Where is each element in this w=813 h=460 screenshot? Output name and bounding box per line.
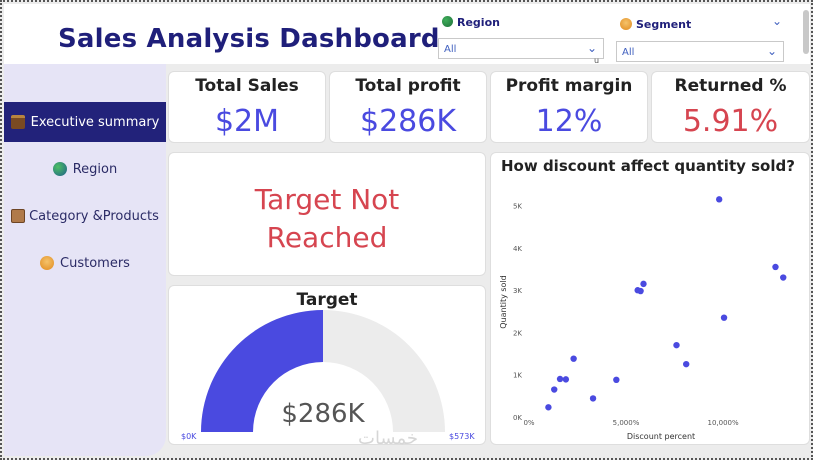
sidebar-item-region[interactable]: Region <box>4 149 166 189</box>
y-axis-label: Quantity sold <box>499 275 508 328</box>
scatter-chart-card: How discount affect quantity sold? 0K 1K 2… <box>490 152 810 445</box>
scatter-point[interactable] <box>562 376 570 383</box>
sidebar-item-category-products[interactable]: Category &Products <box>4 196 166 236</box>
target-status-card: Target Not Reached <box>168 152 486 276</box>
scatter-point[interactable] <box>556 375 564 383</box>
y-tick-label: 0K <box>513 414 522 422</box>
target-gauge: $286K $0K $573K <box>181 310 475 441</box>
x-tick-label: 10,000% <box>707 419 738 427</box>
sidebar-nav: Executive summary Region Category &Produ… <box>4 64 166 456</box>
segment-dropdown[interactable]: All ⌄ <box>616 41 784 62</box>
kpi-value: 5.91% <box>682 104 779 139</box>
header-bar: Sales Analysis Dashboard Region All ⌄ u … <box>4 4 810 65</box>
scatter-point[interactable] <box>640 280 647 288</box>
scatter-point[interactable] <box>545 404 552 411</box>
watermark: خمسات <box>358 428 419 449</box>
sidebar-item-customers[interactable]: Customers <box>4 243 166 283</box>
segment-slicer: Segment ⌄ All ⌄ <box>616 12 788 64</box>
chevron-down-icon: ⌄ <box>586 41 597 55</box>
gauge-min-label: $0K <box>181 432 197 441</box>
y-tick-label: 4K <box>513 245 522 253</box>
y-tick-label: 2K <box>513 329 522 337</box>
globe-icon <box>442 16 453 27</box>
scatter-point[interactable] <box>772 263 779 271</box>
kpi-card-returned-pct: Returned % 5.91% <box>651 71 810 143</box>
y-tick-label: 3K <box>513 287 522 295</box>
chart-title: How discount affect quantity sold? <box>501 157 795 175</box>
person-icon <box>620 18 632 30</box>
x-axis-label: Discount percent <box>627 432 695 441</box>
box-icon <box>11 209 26 223</box>
scatter-point[interactable] <box>570 355 577 362</box>
gauge-title: Target <box>296 290 358 310</box>
sidebar-item-label: Executive summary <box>30 114 160 130</box>
target-status-line1: Target Not <box>254 183 400 216</box>
briefcase-icon <box>10 115 25 129</box>
segment-dropdown-value: All <box>622 47 635 58</box>
scatter-point[interactable] <box>780 274 787 281</box>
region-slicer: Region All ⌄ <box>438 12 608 62</box>
gauge-value-label: $286K <box>281 399 365 429</box>
sidebar-item-label: Region <box>72 161 118 177</box>
kpi-card-total-sales: Total Sales $2M <box>168 71 326 143</box>
kpi-card-total-profit: Total profit $286K <box>329 71 487 143</box>
scatter-point[interactable] <box>683 360 690 368</box>
globe-icon <box>52 162 67 176</box>
region-slicer-label-row: Region <box>442 16 500 29</box>
region-dropdown[interactable]: All ⌄ <box>438 38 604 59</box>
kpi-label: Profit margin <box>505 76 633 96</box>
gauge-max-label: $573K <box>449 432 475 441</box>
x-tick-label: 0% <box>523 419 534 427</box>
sidebar-item-executive-summary[interactable]: Executive summary <box>4 102 166 142</box>
scatter-point[interactable] <box>720 314 728 321</box>
sidebar-item-label: Category &Products <box>29 208 159 224</box>
scrollbar[interactable] <box>803 10 809 54</box>
sidebar-item-label: Customers <box>60 255 130 271</box>
kpi-card-profit-margin: Profit margin 12% <box>490 71 648 143</box>
kpi-label: Total profit <box>355 76 461 96</box>
x-tick-label: 5,000% <box>613 419 640 427</box>
scatter-point[interactable] <box>715 196 723 203</box>
scatter-point[interactable] <box>637 287 644 295</box>
segment-header-chevron-icon[interactable]: ⌄ <box>771 14 782 28</box>
scatter-chart: 0K 1K 2K 3K 4K 5K 0% 5,000% 10,000% Discount pe… <box>499 196 787 441</box>
kpi-value: $286K <box>359 104 457 139</box>
y-tick-label: 5K <box>513 203 522 211</box>
scatter-point[interactable] <box>613 376 620 384</box>
scatter-point[interactable] <box>673 341 680 349</box>
page-title: Sales Analysis Dashboard <box>58 24 440 54</box>
target-status-line2: Reached <box>266 221 388 254</box>
scatter-point[interactable] <box>589 395 597 402</box>
target-gauge-card: Target $286K $0K $573K <box>168 285 486 445</box>
scatter-point[interactable] <box>551 386 558 393</box>
gauge-fill <box>201 310 323 432</box>
segment-slicer-label: Segment <box>636 18 692 31</box>
region-slicer-label: Region <box>457 16 500 29</box>
kpi-label: Returned % <box>674 76 787 96</box>
stray-glyph: u <box>594 56 600 65</box>
chevron-down-icon: ⌄ <box>766 44 777 58</box>
segment-slicer-label-row: Segment <box>620 18 691 31</box>
region-dropdown-value: All <box>444 44 457 55</box>
person-icon <box>40 256 55 270</box>
kpi-label: Total Sales <box>195 76 299 96</box>
target-status-text: Target Not Reached <box>169 181 485 257</box>
y-tick-label: 1K <box>513 372 522 380</box>
kpi-value: 12% <box>535 104 603 139</box>
kpi-value: $2M <box>214 104 280 139</box>
